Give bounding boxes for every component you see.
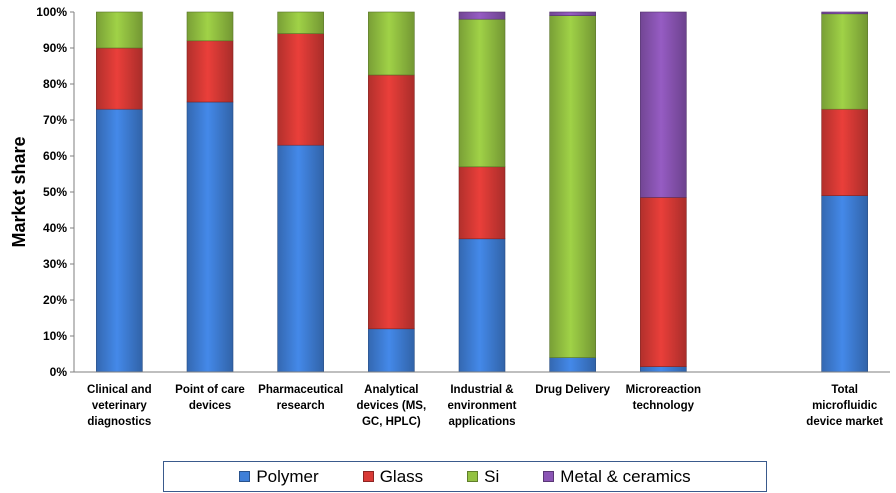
bar-segment-glass-4 [458, 166, 506, 240]
bar-segment-si-5 [549, 15, 596, 358]
x-category-label: Point of care devices [175, 384, 245, 412]
x-tick-labels: Clinical and veterinary diagnostics Point o… [87, 384, 883, 428]
legend-label: Si [484, 466, 500, 486]
bar-segment-polymer-1 [186, 101, 234, 373]
bar-segment-metal-ceramics-8 [821, 11, 868, 15]
y-tick-label: 10% [43, 329, 67, 343]
bar-segment-si-2 [277, 11, 324, 34]
legend-item: Polymer [239, 466, 319, 487]
bar-segment-glass-1 [186, 40, 234, 103]
legend-swatch [467, 471, 479, 482]
bar-segment-si-3 [368, 11, 415, 76]
x-category-label: Microreaction technology [626, 384, 701, 412]
bar-segment-polymer-3 [368, 328, 415, 373]
legend-item: Glass [362, 466, 424, 487]
y-tick-label: 50% [43, 185, 67, 199]
bar-segment-metal-ceramics-6 [640, 11, 687, 198]
legend-swatch [362, 471, 374, 482]
y-tick-label: 30% [43, 257, 67, 271]
bar-segment-metal-ceramics-4 [458, 11, 506, 20]
x-category-label: Industrial & environment applications [447, 384, 516, 428]
legend-swatch [239, 471, 251, 482]
x-category-label: Clinical and veterinary diagnostics [87, 384, 152, 428]
bar-segment-glass-2 [277, 33, 324, 146]
y-axis-title-group: Market share [9, 136, 29, 247]
y-tick-label: 100% [36, 5, 67, 19]
y-tick-labels: 0% 10% 20% 30% 40% 50% 60% 70% 80% 90% 100% [36, 5, 67, 379]
legend-label: Polymer [256, 466, 319, 486]
y-tick-label: 90% [43, 41, 67, 55]
legend-label: Metal & ceramics [560, 466, 691, 486]
bar-segment-polymer-2 [277, 144, 324, 373]
bar-segment-polymer-5 [549, 357, 596, 373]
bar-segment-glass-8 [821, 108, 868, 196]
legend-label: Glass [379, 466, 424, 486]
y-tick-label: 80% [43, 77, 67, 91]
y-tick-label: 60% [43, 149, 67, 163]
x-category-label: Total microfluidic device market [806, 384, 883, 428]
legend-swatch [543, 471, 555, 482]
axes [70, 11, 890, 373]
y-tick-label: 70% [43, 113, 67, 127]
legend-item: Metal & ceramics [543, 466, 691, 487]
bar-segment-si-4 [458, 18, 506, 168]
bar-segment-polymer-0 [96, 108, 143, 373]
bar-segment-metal-ceramics-5 [549, 11, 596, 16]
y-tick-label: 0% [50, 365, 68, 379]
x-category-label: Analytical devices (MS, GC, HPLC) [356, 384, 426, 428]
y-tick-label: 20% [43, 293, 67, 307]
bar-segment-polymer-4 [458, 238, 506, 373]
bar-segment-glass-6 [640, 197, 687, 367]
y-axis-title: Market share [9, 136, 29, 247]
bar-segment-polymer-8 [821, 195, 868, 373]
bar-segment-polymer-6 [640, 366, 687, 373]
x-category-label: Drug Delivery [535, 384, 610, 396]
legend-item: Si [467, 467, 499, 487]
bar-segment-glass-0 [96, 47, 143, 110]
bar-segment-si-1 [186, 11, 234, 42]
bar-segment-si-0 [96, 11, 143, 49]
y-tick-label: 40% [43, 221, 67, 235]
legend: Polymer Glass Si Metal & ceramics [163, 461, 767, 492]
x-category-label: Pharmaceutical research [258, 384, 343, 412]
bars [96, 11, 868, 373]
bar-segment-glass-3 [368, 74, 415, 330]
bar-segment-si-8 [821, 13, 868, 110]
